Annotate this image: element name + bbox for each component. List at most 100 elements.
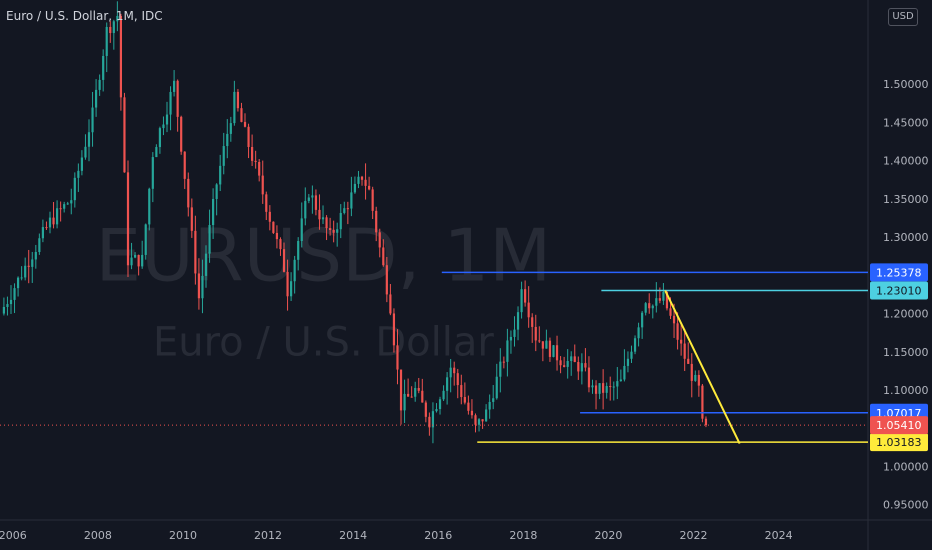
candle-body: [254, 160, 257, 163]
candle-body: [414, 388, 417, 397]
candle-body: [251, 146, 254, 161]
last-price-label: 1.05410: [876, 419, 922, 432]
candle-body: [633, 338, 637, 352]
candle-body: [460, 385, 463, 398]
candle-body: [392, 313, 396, 346]
candle-body: [102, 55, 105, 80]
candle-body: [683, 343, 686, 359]
candle-body: [591, 385, 594, 388]
candle-body: [485, 409, 488, 422]
candle-body: [183, 151, 186, 179]
last-price-tag: [870, 416, 928, 435]
candle-body: [45, 227, 48, 229]
level-price-label: 1.03183: [876, 436, 922, 449]
candle-body: [55, 208, 59, 225]
candle-body: [545, 340, 548, 349]
candle-body: [24, 265, 27, 278]
candle-body: [187, 178, 190, 208]
candle-body: [261, 175, 264, 195]
candle-body: [2, 306, 5, 314]
candle-body: [417, 388, 420, 391]
candle-body: [644, 303, 647, 313]
candle-body: [602, 383, 605, 393]
candle-body: [371, 189, 374, 211]
candle-body: [499, 361, 502, 377]
time-tick-label: 2018: [509, 529, 537, 542]
candle-body: [548, 340, 552, 357]
price-tick-label: 1.15000: [883, 346, 929, 359]
candle-body: [137, 254, 140, 267]
candle-body: [265, 194, 268, 212]
price-tick-label: 1.30000: [883, 231, 929, 244]
candle-body: [59, 208, 62, 210]
candle-body: [116, 15, 119, 22]
candle-body: [98, 79, 101, 90]
candle-body: [13, 288, 16, 300]
level-price-tag: [870, 281, 928, 300]
candle-body: [80, 157, 84, 171]
candle-body: [492, 398, 495, 402]
candle-body: [449, 367, 452, 378]
candle-body: [410, 396, 413, 398]
candle-body: [219, 165, 222, 185]
candle-body: [141, 254, 144, 267]
candle-body: [428, 416, 431, 428]
currency-unit-button[interactable]: USD: [888, 8, 918, 26]
candle-body: [407, 393, 410, 397]
candle-body: [6, 304, 9, 307]
candle-body: [399, 369, 403, 411]
time-tick-label: 2008: [84, 529, 112, 542]
level-price-tag: [870, 263, 928, 282]
candle-body: [133, 254, 137, 258]
candle-body: [577, 361, 580, 372]
trend-line: [664, 290, 741, 444]
candle-body: [343, 208, 346, 213]
candle-body: [346, 208, 349, 210]
candle-body: [321, 217, 325, 220]
candle-body: [534, 326, 537, 341]
price-tick-label: 1.00000: [883, 460, 929, 473]
price-tick-label: 1.45000: [883, 116, 929, 129]
candle-body: [300, 218, 303, 242]
candle-body: [339, 212, 342, 230]
candle-body: [502, 361, 505, 363]
candle-body: [669, 308, 672, 316]
candle-body: [236, 91, 240, 109]
candle-body: [463, 397, 466, 403]
candle-body: [130, 257, 133, 266]
candle-body: [34, 252, 37, 260]
candle-body: [180, 116, 183, 152]
candle-body: [609, 386, 612, 388]
candle-body: [27, 265, 30, 267]
candle-body: [672, 315, 676, 324]
candle-body: [194, 230, 197, 274]
candle-body: [598, 383, 601, 394]
candle-body: [148, 188, 151, 225]
candle-body: [612, 386, 615, 388]
candle-body: [48, 217, 52, 228]
candle-body: [594, 385, 598, 394]
candle-body: [389, 294, 392, 314]
candle-body: [704, 418, 708, 426]
candle-body: [38, 238, 41, 253]
candle-body: [641, 312, 644, 328]
candle-body: [509, 336, 513, 341]
candle-body: [687, 358, 690, 364]
candle-body: [91, 107, 94, 133]
candle-body: [41, 227, 45, 239]
candle-body: [258, 162, 261, 176]
candle-body: [470, 410, 474, 416]
time-tick-label: 2014: [339, 529, 367, 542]
candle-body: [513, 329, 516, 337]
candle-body: [353, 183, 357, 193]
candle-body: [357, 176, 360, 184]
candle-body: [73, 177, 76, 201]
candle-body: [573, 356, 576, 362]
candle-body: [325, 217, 328, 229]
candle-body: [112, 21, 115, 34]
candle-body: [297, 241, 300, 260]
candle-body: [286, 271, 289, 297]
candle-body: [197, 273, 201, 299]
